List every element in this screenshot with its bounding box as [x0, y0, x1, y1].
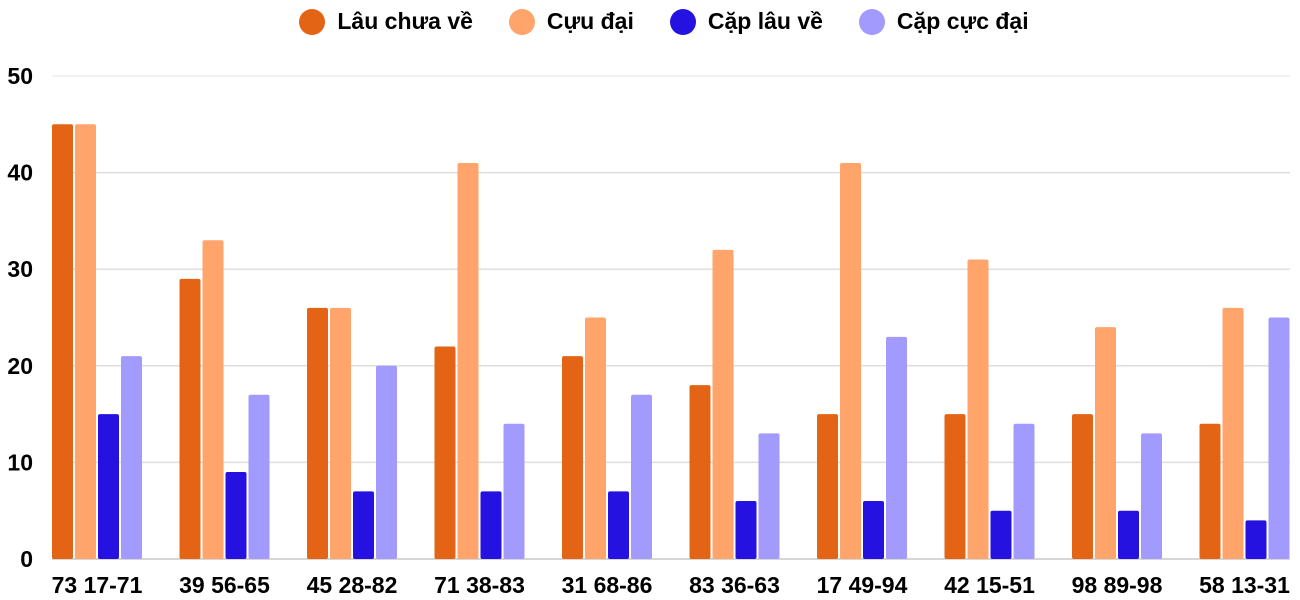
x-tick-label: 17 49-94 — [817, 572, 908, 598]
bar — [631, 394, 652, 559]
legend-item[interactable]: Cựu đại — [508, 8, 634, 35]
x-tick-label: 42 15-51 — [944, 572, 1035, 598]
bar — [353, 491, 374, 559]
legend-swatch — [299, 8, 326, 35]
bar — [1118, 510, 1139, 559]
bar — [1013, 423, 1035, 559]
bar — [225, 472, 247, 559]
x-tick-label: 71 38-83 — [434, 572, 525, 598]
bar — [376, 365, 397, 559]
bar — [562, 356, 583, 559]
bar — [758, 433, 780, 559]
bar — [886, 336, 907, 559]
legend-label: Cặp cực đại — [896, 8, 1029, 34]
bar — [121, 356, 142, 559]
y-tick-label: 50 — [7, 63, 33, 89]
x-tick-label: 58 13-31 — [1199, 572, 1290, 598]
y-tick-label: 30 — [7, 256, 33, 282]
y-tick-label: 10 — [7, 449, 33, 475]
bar — [735, 501, 757, 559]
bar — [990, 510, 1012, 559]
bar — [1199, 423, 1221, 559]
y-tick-label: 0 — [20, 546, 33, 572]
legend-swatch — [858, 8, 885, 35]
bar — [608, 491, 629, 559]
bar — [98, 414, 119, 559]
y-tick-label: 20 — [7, 353, 33, 379]
legend-item[interactable]: Cặp cực đại — [858, 8, 1029, 35]
bar — [817, 414, 838, 559]
bar — [1222, 307, 1244, 559]
bar — [330, 307, 351, 559]
bar — [585, 317, 606, 559]
x-tick-label: 83 36-63 — [689, 572, 780, 598]
bar — [75, 124, 96, 560]
bar — [863, 501, 884, 559]
bar — [689, 385, 711, 559]
bar — [179, 278, 201, 559]
bar — [503, 423, 525, 559]
legend-swatch — [669, 8, 696, 35]
legend-swatch — [508, 8, 535, 35]
bar — [202, 240, 224, 559]
bar — [457, 162, 479, 559]
bar — [840, 162, 861, 559]
bar — [944, 414, 966, 559]
bar — [1072, 414, 1093, 559]
bar — [1268, 317, 1290, 559]
bar — [712, 249, 734, 559]
x-tick-label: 39 56-65 — [179, 572, 270, 598]
y-tick-label: 40 — [7, 160, 33, 186]
legend: Lâu chưa về Cựu đại Cặp lâu về Cặp cực đại — [14, 8, 1300, 35]
legend-label: Lâu chưa về — [337, 8, 473, 34]
x-tick-label: 45 28-82 — [307, 572, 398, 598]
bar — [1141, 433, 1162, 559]
legend-item[interactable]: Lâu chưa về — [299, 8, 473, 35]
bar — [480, 491, 502, 559]
x-tick-label: 98 89-98 — [1072, 572, 1163, 598]
x-tick-label: 73 17-71 — [52, 572, 143, 598]
bar — [307, 307, 328, 559]
bar — [248, 394, 270, 559]
x-tick-label: 31 68-86 — [562, 572, 653, 598]
bar — [434, 346, 456, 559]
bar — [967, 259, 989, 559]
bar — [1245, 520, 1267, 559]
legend-item[interactable]: Cặp lâu về — [669, 8, 823, 35]
bar — [52, 124, 73, 560]
bar — [1095, 327, 1116, 559]
legend-label: Cựu đại — [546, 8, 634, 34]
legend-label: Cặp lâu về — [707, 8, 823, 34]
